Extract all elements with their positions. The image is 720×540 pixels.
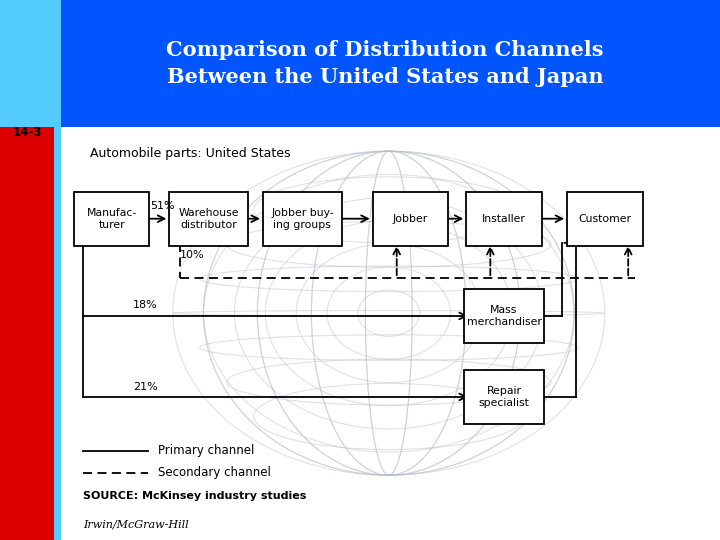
- FancyBboxPatch shape: [263, 192, 342, 246]
- Text: Comparison of Distribution Channels
Between the United States and Japan: Comparison of Distribution Channels Betw…: [166, 40, 604, 87]
- FancyBboxPatch shape: [373, 192, 448, 246]
- Text: Jobber buy-
ing groups: Jobber buy- ing groups: [271, 208, 333, 230]
- Text: 51%: 51%: [150, 201, 174, 211]
- Text: 18%: 18%: [133, 300, 158, 310]
- Text: 10%: 10%: [180, 250, 204, 260]
- FancyBboxPatch shape: [464, 289, 544, 343]
- FancyBboxPatch shape: [169, 192, 248, 246]
- FancyBboxPatch shape: [0, 127, 54, 540]
- Text: Installer: Installer: [482, 214, 526, 224]
- Text: 21%: 21%: [133, 382, 158, 392]
- Text: Warehouse
distributor: Warehouse distributor: [179, 208, 239, 230]
- FancyBboxPatch shape: [73, 192, 150, 246]
- FancyBboxPatch shape: [464, 370, 544, 424]
- FancyBboxPatch shape: [567, 192, 643, 246]
- Text: Jobber: Jobber: [393, 214, 428, 224]
- Text: Secondary channel: Secondary channel: [158, 466, 271, 479]
- FancyBboxPatch shape: [61, 127, 720, 540]
- FancyBboxPatch shape: [61, 0, 720, 127]
- Text: Customer: Customer: [578, 214, 631, 224]
- Text: Primary channel: Primary channel: [158, 444, 255, 457]
- Text: SOURCE: McKinsey industry studies: SOURCE: McKinsey industry studies: [83, 491, 306, 501]
- FancyBboxPatch shape: [467, 192, 541, 246]
- Text: Repair
specialist: Repair specialist: [479, 386, 529, 408]
- Text: 14-3: 14-3: [13, 126, 42, 139]
- Text: Manufac-
turer: Manufac- turer: [86, 208, 137, 230]
- Text: Irwin/McGraw-Hill: Irwin/McGraw-Hill: [83, 520, 189, 530]
- Text: Automobile parts: United States: Automobile parts: United States: [90, 147, 290, 160]
- Text: Mass
merchandiser: Mass merchandiser: [467, 305, 541, 327]
